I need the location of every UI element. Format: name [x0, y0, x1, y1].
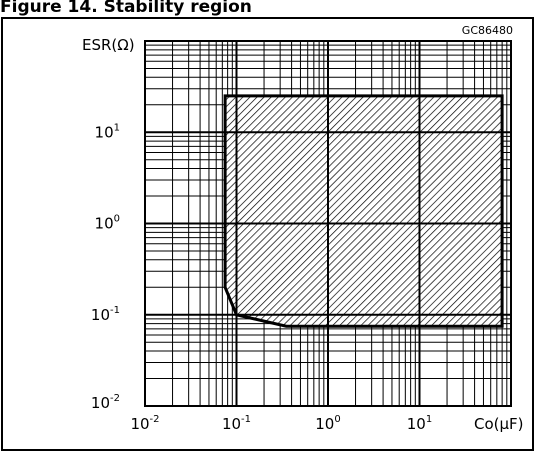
y-tick-label: 101 — [95, 122, 120, 141]
figure-title: Figure 14. Stability region — [0, 0, 252, 17]
stability-region — [223, 94, 504, 328]
y-tick-base: 10 — [91, 394, 110, 412]
y-tick-base: 10 — [91, 306, 110, 324]
figure-code: GC86480 — [462, 24, 513, 37]
x-tick-exponent: 0 — [334, 414, 340, 425]
y-tick-exponent: -2 — [110, 393, 120, 404]
x-tick-label: 10-2 — [130, 414, 159, 433]
y-tick-exponent: 1 — [114, 122, 120, 133]
x-tick-exponent: -2 — [150, 414, 160, 425]
x-tick-label: 101 — [407, 414, 432, 433]
y-tick-label: 10-1 — [91, 305, 120, 324]
x-tick-base: 10 — [315, 415, 334, 433]
x-tick-label: 10-1 — [222, 414, 251, 433]
x-axis-label: Co(μF) — [474, 415, 524, 433]
x-tick-exponent: 1 — [426, 414, 432, 425]
x-tick-label: 100 — [315, 414, 340, 433]
y-axis-label: ESR(Ω) — [82, 36, 135, 54]
y-tick-exponent: 0 — [114, 214, 120, 225]
y-tick-label: 10-2 — [91, 393, 120, 412]
stability-region-fill — [225, 95, 503, 327]
y-tick-base: 10 — [95, 215, 114, 233]
y-tick-label: 100 — [95, 214, 120, 233]
figure-frame — [1, 17, 534, 451]
x-tick-labels: 10-2 10-1 100 101 — [130, 414, 432, 433]
x-tick-exponent: -1 — [241, 414, 251, 425]
x-tick-base: 10 — [222, 415, 241, 433]
stability-region-outline — [223, 94, 504, 328]
x-tick-base: 10 — [130, 415, 149, 433]
y-tick-exponent: -1 — [110, 305, 120, 316]
y-tick-base: 10 — [95, 123, 114, 141]
plot-border — [144, 40, 512, 407]
x-tick-base: 10 — [407, 415, 426, 433]
